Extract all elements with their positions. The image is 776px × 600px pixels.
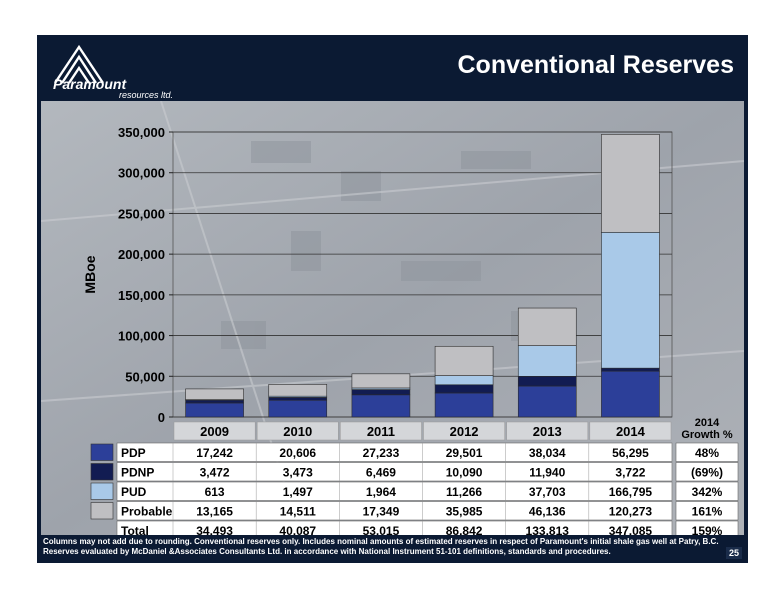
bar-segment-pdp-2010: [268, 399, 328, 418]
paramount-logo: Paramount resources ltd.: [53, 44, 173, 99]
y-tick-label: 150,000: [118, 288, 165, 303]
slide: Paramount resources ltd. Conventional Re…: [37, 35, 748, 563]
y-tick-label: 50,000: [125, 369, 165, 384]
growth-cell-pdp: 48%: [695, 446, 719, 460]
logo-name: Paramount: [53, 76, 127, 92]
bar-segment-probable-2013: [517, 307, 577, 346]
bar-segment-pud-2012: [434, 375, 494, 386]
logo-subtitle: resources ltd.: [119, 90, 173, 99]
paramount-logo-icon: [54, 44, 104, 84]
x-tick-label: 2014: [616, 424, 646, 439]
legend-label-pdp: PDP: [121, 446, 146, 460]
table-cell: 40,087: [279, 524, 316, 535]
table-cell: 613: [205, 485, 225, 499]
table-cell: 53,015: [363, 524, 400, 535]
y-tick-label: 300,000: [118, 166, 165, 181]
table-cell: 35,985: [446, 505, 483, 519]
bar-segment-pdp-2011: [351, 394, 411, 418]
growth-header-label: Growth %: [681, 429, 733, 441]
y-tick-label: 250,000: [118, 206, 165, 221]
y-tick-label: 0: [158, 410, 165, 425]
y-tick-label: 200,000: [118, 247, 165, 262]
table-cell: 1,497: [283, 485, 313, 499]
x-tick-label: 2012: [450, 424, 479, 439]
bar-segment-probable-2012: [434, 345, 494, 376]
page-number: 25: [725, 547, 742, 559]
bar-segment-pdnp-2009: [185, 399, 244, 404]
table-cell: 347,085: [609, 524, 653, 535]
table-cell: 38,034: [529, 446, 566, 460]
growth-cell-pdnp: (69%): [691, 466, 723, 480]
footnote: Columns may not add due to rounding. Con…: [43, 537, 719, 556]
table-cell: 46,136: [529, 505, 566, 519]
x-tick-label: 2011: [367, 424, 395, 439]
legend-label-pdnp: PDNP: [121, 466, 154, 480]
bar-segment-pud-2013: [517, 345, 577, 377]
table-cell: 56,295: [612, 446, 649, 460]
legend-swatch-pdnp: [90, 463, 114, 481]
bar-segment-pdnp-2011: [351, 389, 411, 396]
table-cell: 1,964: [366, 485, 396, 499]
bar-segment-probable-2011: [351, 373, 411, 389]
legend-label-total: Total: [121, 524, 149, 535]
bar-segment-probable-2014: [601, 134, 660, 233]
bar-segment-pdnp-2012: [434, 384, 494, 394]
bar-segment-pdp-2013: [517, 385, 577, 418]
table-cell: 34,493: [196, 524, 233, 535]
table-cell: 20,606: [279, 446, 316, 460]
table-cell: 3,722: [615, 466, 645, 480]
bar-segment-probable-2009: [185, 388, 244, 400]
table-cell: 27,233: [363, 446, 400, 460]
table-cell: 29,501: [446, 446, 483, 460]
table-cell: 6,469: [366, 466, 396, 480]
table-cell: 14,511: [280, 505, 316, 519]
y-tick-label: 100,000: [118, 329, 165, 344]
x-tick-label: 2009: [200, 424, 229, 439]
x-tick-label: 2010: [283, 424, 312, 439]
table-cell: 11,266: [446, 485, 482, 499]
legend-label-probable: Probable: [121, 505, 173, 519]
table-cell: 166,795: [609, 485, 653, 499]
table-cell: 10,090: [446, 466, 483, 480]
growth-cell-probable: 161%: [692, 505, 723, 519]
bar-segment-pdnp-2013: [517, 376, 577, 387]
table-cell: 3,472: [200, 466, 230, 480]
table-cell: 37,703: [529, 485, 566, 499]
x-tick-label: 2013: [533, 424, 562, 439]
bar-segment-probable-2010: [268, 384, 328, 397]
table-cell: 17,242: [196, 446, 233, 460]
bar-segment-pdp-2014: [601, 370, 660, 418]
table-cell: 11,940: [529, 466, 565, 480]
table-cell: 3,473: [283, 466, 313, 480]
table-cell: 133,813: [526, 524, 570, 535]
slide-title: Conventional Reserves: [457, 51, 735, 79]
growth-header-year: 2014: [695, 417, 720, 429]
bar-segment-pdp-2009: [185, 402, 244, 418]
legend-swatch-probable: [90, 502, 114, 520]
legend-swatch-pud: [90, 482, 114, 500]
table-cell: 17,349: [363, 505, 400, 519]
growth-cell-total: 159%: [692, 524, 723, 535]
legend-label-pud: PUD: [121, 485, 147, 499]
y-axis-label: MBoe: [82, 255, 98, 293]
bar-segment-pdnp-2014: [601, 367, 660, 372]
chart-area: 0 50,000 100,000 150,000 200,000 250,000 300,0…: [41, 101, 744, 535]
bar-segment-pdnp-2010: [268, 397, 328, 401]
table-cell: 86,842: [446, 524, 483, 535]
table-cell: 120,273: [609, 505, 653, 519]
reserves-chart: 0 50,000 100,000 150,000 200,000 250,000 300,0…: [82, 125, 739, 535]
bar-segment-pud-2014: [601, 232, 660, 369]
y-tick-label: 350,000: [118, 125, 165, 140]
slide-header: Paramount resources ltd. Conventional Re…: [37, 35, 748, 99]
growth-cell-pud: 342%: [692, 485, 723, 499]
table-cell: 13,165: [196, 505, 233, 519]
bar-segment-pdp-2012: [434, 392, 494, 418]
legend-swatch-pdp: [90, 443, 114, 461]
